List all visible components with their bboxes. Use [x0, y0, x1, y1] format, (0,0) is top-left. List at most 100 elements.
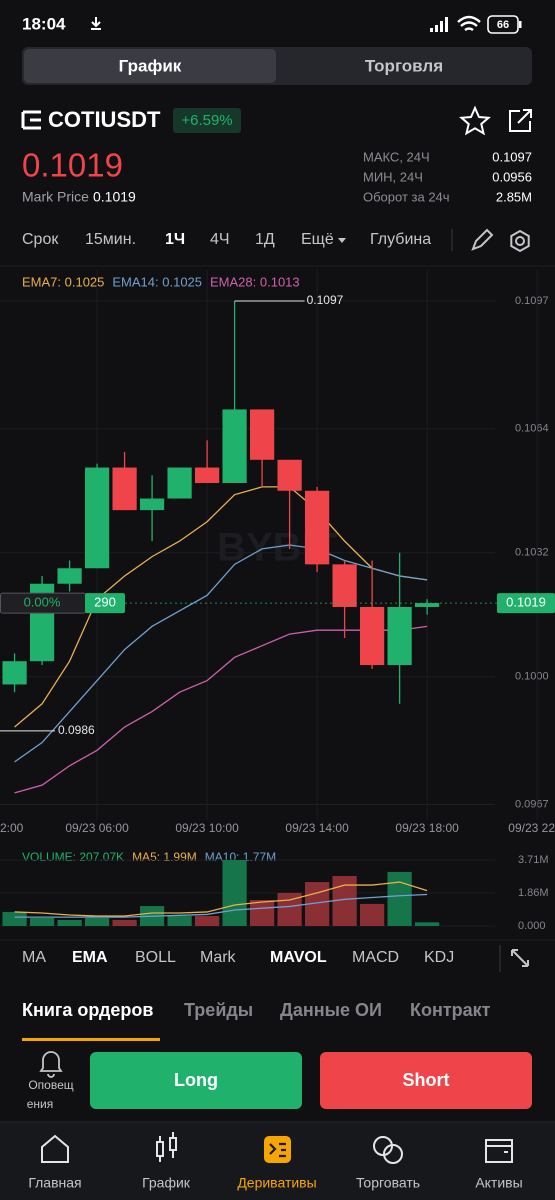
status-time: 18:04 — [22, 14, 66, 33]
short-label[interactable]: Short — [403, 1070, 450, 1090]
nav-label[interactable]: Деривативы — [237, 1175, 316, 1191]
interval[interactable]: 4Ч — [210, 231, 230, 248]
short-button[interactable] — [320, 1052, 532, 1109]
volume-bar — [222, 860, 247, 926]
section-tab[interactable]: Книга ордеров — [22, 1000, 153, 1020]
interval[interactable]: 15мин. — [85, 231, 136, 248]
volume-bar — [29, 917, 55, 926]
section-tab[interactable]: Контракт — [410, 1000, 491, 1020]
favorite-icon[interactable] — [459, 105, 491, 136]
tab[interactable]: График — [119, 56, 182, 75]
long-label[interactable]: Long — [174, 1070, 218, 1090]
legend-entry: EMA7: 0.1025 — [22, 274, 104, 289]
candle-body — [2, 661, 27, 685]
assets-icon[interactable] — [485, 1139, 513, 1163]
candle-body — [305, 490, 330, 565]
wifi-icon — [457, 15, 481, 31]
section-tab[interactable]: Трейды — [184, 1000, 253, 1020]
derivatives-icon[interactable] — [264, 1136, 291, 1163]
y-tick-label: 0.1064 — [515, 423, 549, 435]
nav-label[interactable]: Главная — [28, 1175, 81, 1191]
volume-bar — [84, 917, 110, 926]
last-price: 0.1019 — [22, 147, 123, 184]
volume-legend: VOLUME: 207.07K — [22, 850, 124, 864]
indicator[interactable]: KDJ — [424, 949, 454, 966]
ema-line — [14, 486, 428, 728]
x-tick-label: 09/23 22 — [508, 821, 555, 835]
mark-price-label: Mark Price — [22, 189, 89, 205]
candle-body — [167, 467, 192, 499]
y-tick-label: 0.1097 — [515, 295, 549, 307]
bell-icon[interactable] — [39, 1051, 63, 1078]
candle-body — [84, 467, 110, 569]
stat-value: 0.1097 — [492, 149, 532, 164]
change-tag-label: 0.00% — [24, 595, 61, 610]
interval[interactable]: Срок — [22, 231, 59, 248]
battery-icon — [487, 15, 519, 34]
x-tick-label: 09/23 10:00 — [175, 821, 239, 835]
stat-label: Оборот за 24ч — [363, 189, 450, 204]
long-button[interactable] — [90, 1052, 302, 1109]
x-tick-label: 09/23 18:00 — [395, 821, 459, 835]
battery-tip — [519, 21, 522, 28]
dropdown-arrow — [338, 238, 346, 243]
volume-bar — [57, 919, 82, 926]
volume-bar — [415, 922, 440, 926]
candle-body — [57, 568, 82, 584]
legend-entry: EMA14: 0.1025 — [112, 274, 202, 289]
volume-tick-label: 0.000 — [518, 920, 546, 932]
mark-price: 0.1019 — [93, 189, 136, 205]
home-icon[interactable] — [41, 1134, 69, 1163]
share-icon[interactable] — [509, 109, 532, 132]
nav-label[interactable]: График — [142, 1175, 191, 1191]
max-marker: 0.1097 — [307, 293, 344, 307]
interval[interactable]: Ещё — [301, 231, 334, 248]
ema-line — [14, 544, 428, 763]
last-price-tag — [497, 593, 555, 614]
candle-body — [360, 606, 385, 666]
stat-label: МАКС, 24Ч — [363, 149, 430, 164]
indicator[interactable]: MA — [22, 949, 46, 966]
indicator[interactable]: BOLL — [135, 949, 176, 966]
interval[interactable]: 1Ч — [165, 231, 185, 248]
alert-label[interactable]: Оповещ — [28, 1078, 73, 1092]
tab-active[interactable] — [24, 49, 276, 83]
tab-underline — [22, 1038, 160, 1041]
chart-icon[interactable] — [156, 1132, 177, 1162]
indicator[interactable]: Mark — [200, 949, 237, 966]
nav-label[interactable]: Активы — [475, 1175, 522, 1191]
menu-icon[interactable] — [21, 110, 41, 130]
candle-body — [222, 409, 247, 484]
volume-legend: MA5: 1.99M — [132, 850, 197, 864]
volume-bar — [2, 911, 27, 926]
change: +6.59% — [181, 112, 232, 129]
volume-bar — [194, 916, 220, 926]
settings-icon[interactable] — [515, 236, 525, 246]
x-tick-label: 09/23 14:00 — [285, 821, 349, 835]
indicator[interactable]: MAVOL — [270, 949, 327, 966]
nav-label[interactable]: Торговать — [356, 1175, 420, 1191]
draw-icon[interactable] — [471, 228, 494, 251]
volume-bar — [360, 903, 385, 926]
interval[interactable]: Глубина — [370, 231, 431, 248]
candle-body — [415, 603, 440, 607]
interval[interactable]: 1Д — [255, 231, 275, 248]
signal-icon — [430, 17, 448, 32]
section-tab[interactable]: Данные ОИ — [280, 1000, 382, 1020]
candle-body — [112, 467, 137, 511]
volume-ma-line — [14, 881, 428, 917]
indicator[interactable]: EMA — [72, 949, 108, 966]
alert-label[interactable]: ения — [27, 1097, 54, 1111]
trade-icon[interactable] — [373, 1136, 403, 1164]
battery-level: 66 — [497, 19, 509, 31]
ema-line — [14, 625, 428, 794]
stat-value: 2.85M — [496, 189, 532, 204]
tab[interactable]: Торговля — [365, 56, 443, 75]
y-tick-label: 0.0967 — [515, 798, 549, 810]
y-tick-label: 0.1032 — [515, 547, 549, 559]
indicator[interactable]: MACD — [352, 949, 399, 966]
legend-entry: EMA28: 0.1013 — [210, 274, 300, 289]
expand-icon[interactable] — [511, 949, 529, 967]
symbol[interactable]: COTIUSDT — [48, 107, 161, 132]
